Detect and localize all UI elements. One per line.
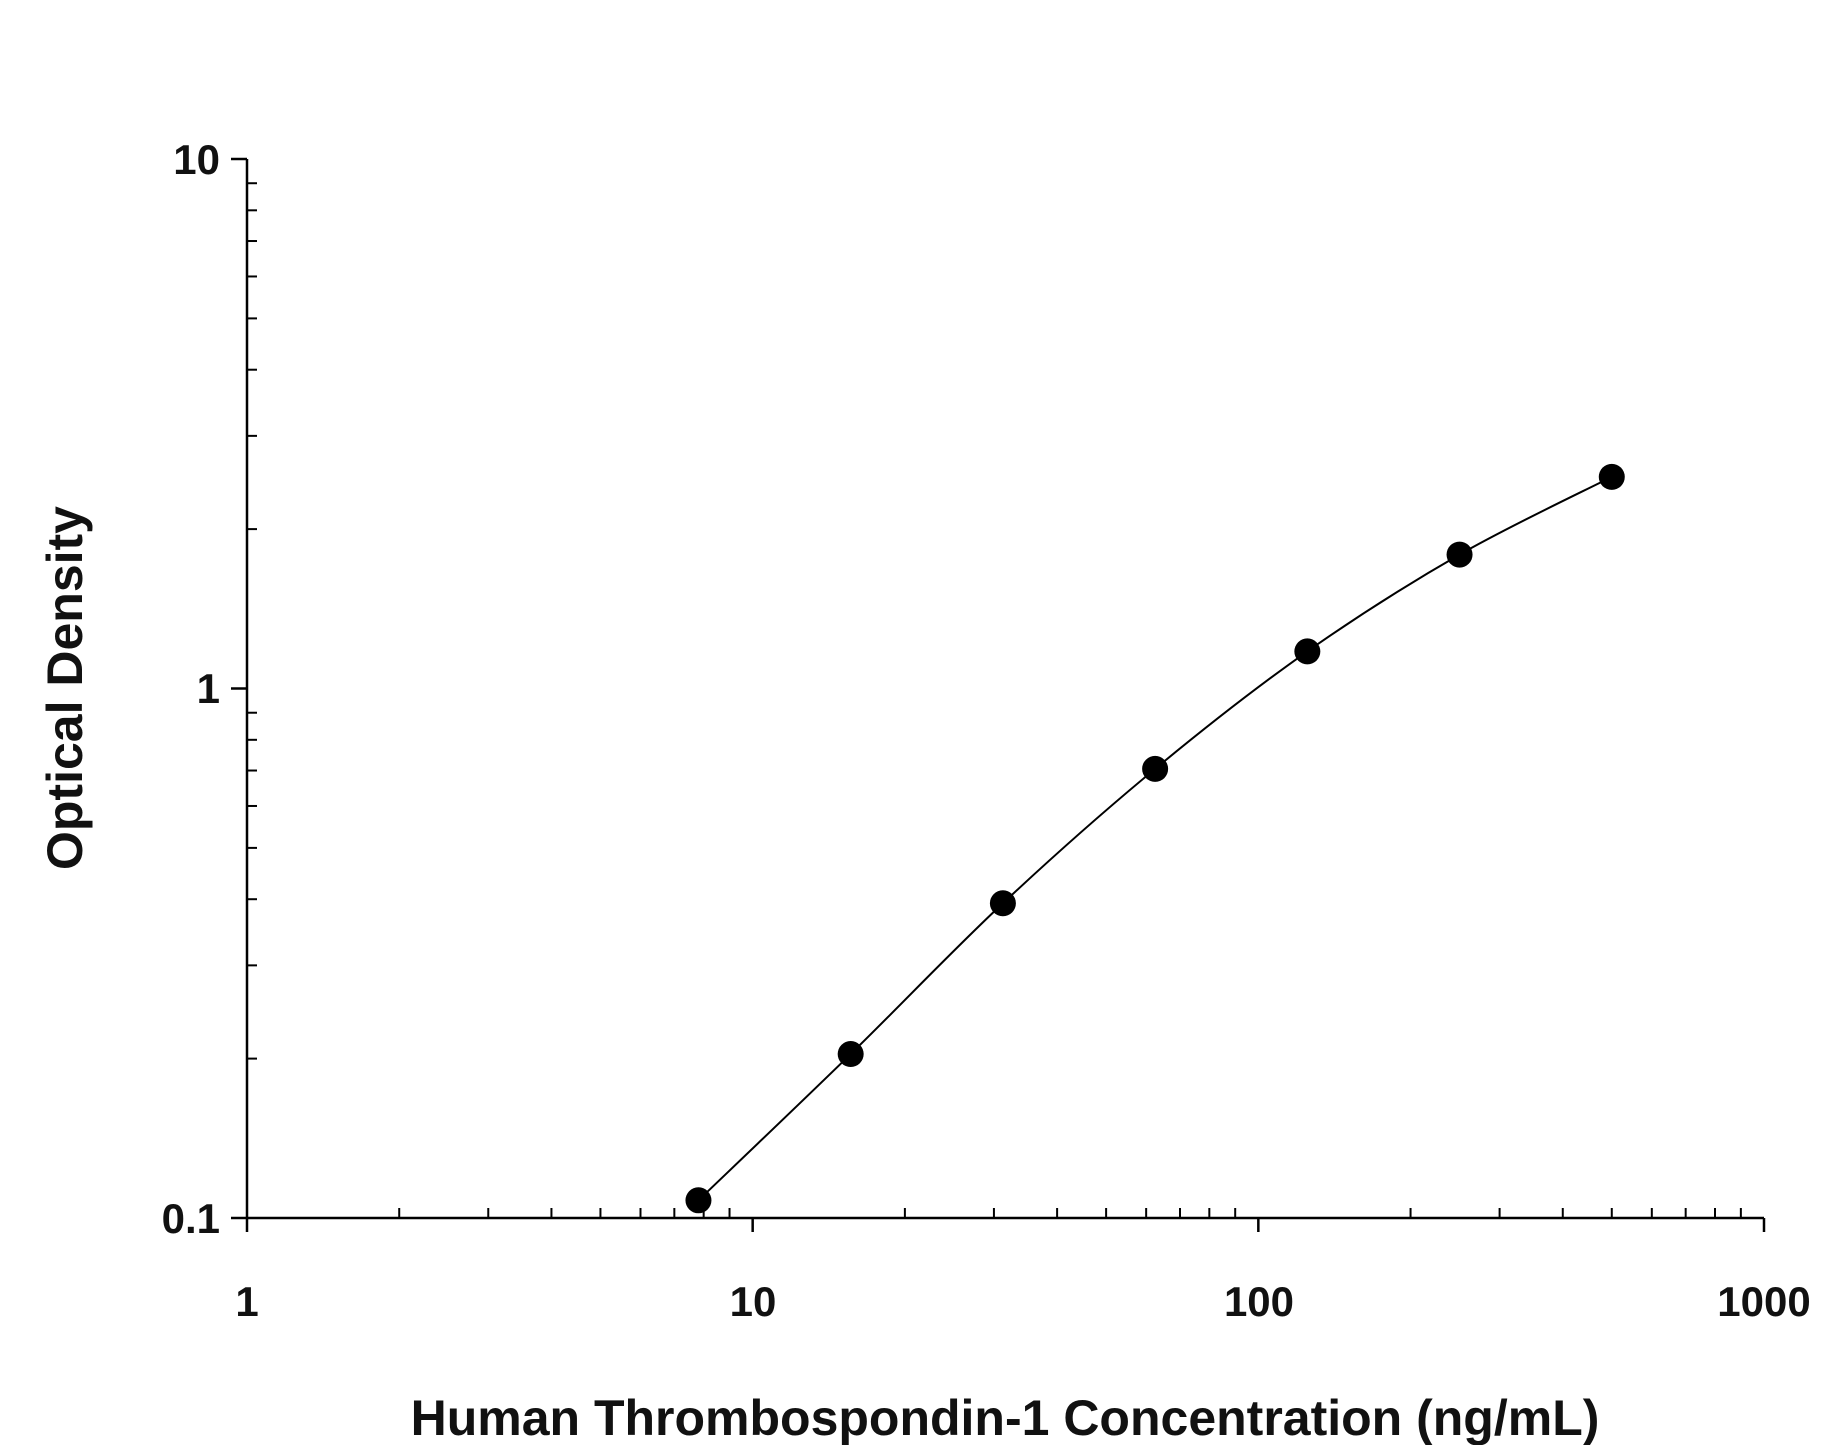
data-point <box>989 890 1016 917</box>
fit-curve <box>697 475 1613 1202</box>
y-tick-label: 1 <box>197 665 220 712</box>
y-tick-label: 10 <box>173 136 220 183</box>
data-point <box>1294 638 1321 665</box>
y-axis-title: Optical Density <box>37 506 93 870</box>
x-tick-label: 1 <box>235 1278 258 1325</box>
x-axis-title: Human Thrombospondin-1 Concentration (ng… <box>411 1390 1600 1445</box>
y-tick-label: 0.1 <box>162 1195 220 1242</box>
data-point <box>837 1041 864 1068</box>
data-point <box>685 1187 712 1214</box>
data-point <box>1446 541 1473 568</box>
tick-labels: 1 10 100 1000 0.1 1 10 <box>162 136 1811 1325</box>
plot-area <box>685 463 1625 1214</box>
x-tick-label: 100 <box>1224 1278 1294 1325</box>
data-point <box>1598 463 1625 490</box>
x-tick-label: 10 <box>730 1278 777 1325</box>
x-tick-label: 1000 <box>1717 1278 1810 1325</box>
data-point <box>1142 755 1169 782</box>
axes <box>231 157 1766 1232</box>
